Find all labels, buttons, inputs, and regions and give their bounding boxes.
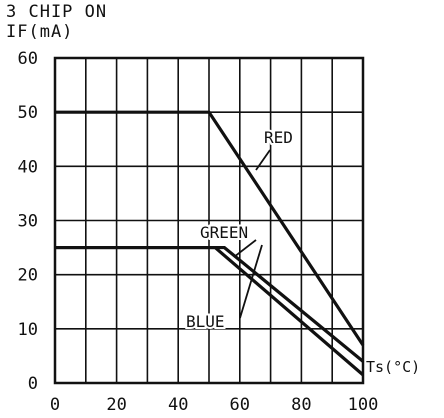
y-tick-label: 50 xyxy=(18,103,38,123)
y-tick-label: 10 xyxy=(18,320,38,340)
x-axis-label: Ts(°C) xyxy=(366,358,420,376)
y-tick-label: 60 xyxy=(18,49,38,69)
chart-title: 3 CHIP ON xyxy=(6,2,108,22)
series-label-red: RED xyxy=(264,128,293,147)
series-line-blue xyxy=(55,245,365,377)
y-axis-label: IF(mA) xyxy=(6,22,74,42)
series-label-green: GREEN xyxy=(200,223,248,242)
x-tick-label: 40 xyxy=(168,395,188,415)
series-leader-red xyxy=(255,149,271,171)
x-tick-label: 0 xyxy=(50,395,60,415)
plot-frame xyxy=(53,56,365,385)
x-tick-label: 80 xyxy=(291,395,311,415)
series-line-red xyxy=(55,110,365,346)
y-tick-label: 30 xyxy=(18,212,38,232)
y-tick-label: 40 xyxy=(18,157,38,177)
x-tick-label: 100 xyxy=(348,395,379,415)
series-leader-blue xyxy=(239,244,263,319)
y-tick-label: 0 xyxy=(28,374,38,394)
x-tick-label: 20 xyxy=(106,395,126,415)
x-tick-label: 60 xyxy=(230,395,250,415)
series-leader-green xyxy=(233,239,257,258)
y-tick-label: 20 xyxy=(18,266,38,286)
series-label-blue: BLUE xyxy=(186,312,225,331)
